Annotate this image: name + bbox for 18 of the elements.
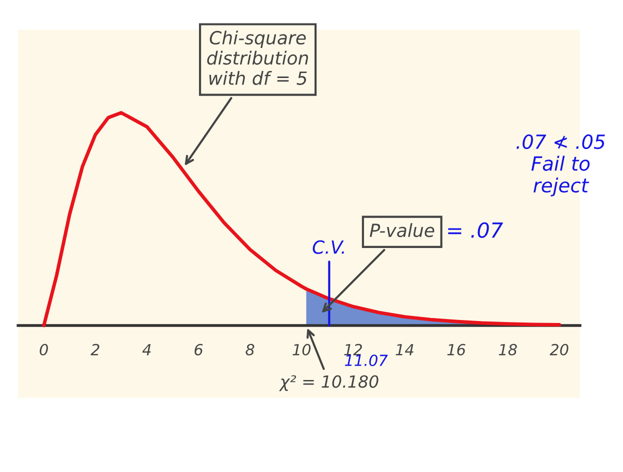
text: Chi-square distribution with df = 5 [207, 30, 308, 85]
x-tick-label: 6 [194, 344, 203, 356]
x-tick-label: 16 [447, 344, 466, 356]
annotation: χ² = 10.180 [279, 375, 378, 392]
x-tick-label: 14 [396, 344, 414, 356]
x-tick-label: 20 [550, 344, 568, 356]
x-tick-label: 2 [90, 344, 100, 356]
x-tick-label: 10 [292, 344, 311, 356]
annotation: P-value [370, 223, 434, 238]
ref-line-label: C.V. [312, 240, 344, 254]
text: 11.07 [344, 354, 388, 366]
x-tick-label: 4 [142, 344, 151, 356]
x-tick-label: 12 [344, 344, 362, 356]
x-tick-label: 8 [246, 344, 254, 356]
x-tick-label: 0 [40, 344, 48, 356]
annotation: .07 ≮ .05 Fail to reject [516, 134, 605, 196]
annotation: = .07 [448, 222, 503, 238]
x-tick-label: 18 [498, 344, 517, 356]
